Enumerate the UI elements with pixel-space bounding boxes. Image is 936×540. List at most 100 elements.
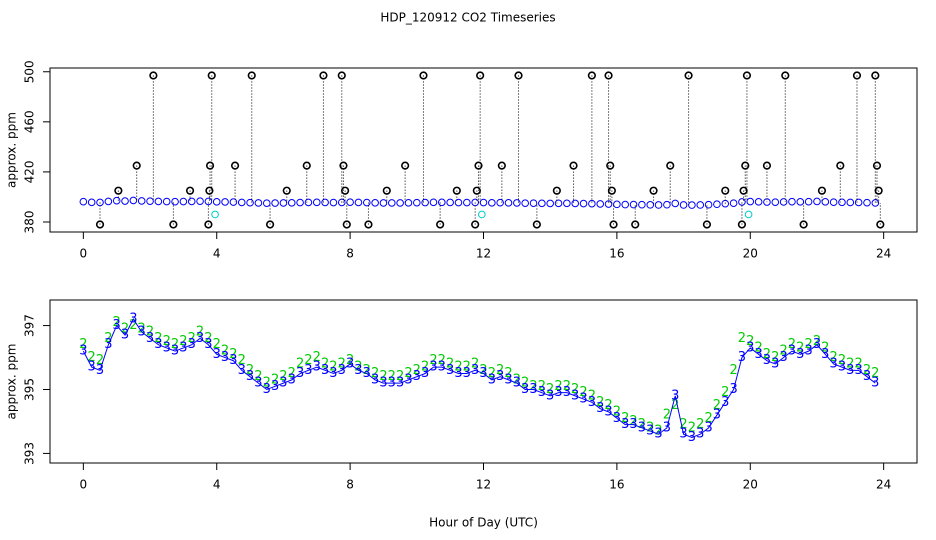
point [436,220,445,229]
point [496,198,504,207]
point-symbol: 2 [438,353,446,368]
point-symbol: 2 [288,366,296,381]
point-symbol: 3 [363,366,371,381]
point [679,201,688,209]
y-tick-label: 393 [23,442,37,465]
point-symbol: 3 [704,420,712,435]
point [95,220,105,229]
point-symbol: 3 [388,376,396,391]
point [563,199,571,208]
point [304,198,313,207]
point [476,71,485,80]
point-symbol: 3 [271,379,279,394]
point-symbol: 2 [338,356,346,371]
point [646,201,655,209]
point [237,198,246,207]
point-symbol: 3 [221,350,229,365]
point-symbol: 3 [838,360,846,375]
point [629,200,638,209]
x-tick-label: 8 [346,247,354,261]
x-tick-label: 20 [743,478,758,492]
point [262,199,271,208]
point-symbol: 2 [504,366,512,381]
point [474,161,483,170]
point-symbol: 2 [596,395,604,410]
point-symbol: 3 [446,363,454,378]
point-symbol: 3 [663,420,671,435]
point [296,198,304,207]
point [282,186,291,195]
point [396,199,404,207]
point-symbol: 3 [171,344,179,359]
point [649,186,658,195]
point-symbol: 2 [421,360,429,375]
point-symbol: 2 [396,369,404,384]
point [654,201,663,209]
point [379,199,388,207]
point-symbol: 2 [163,334,171,349]
y-tick-label: 397 [23,314,37,337]
point-symbol: 2 [838,353,846,368]
x-tick-label: 8 [346,478,354,492]
point-symbol: 2 [171,337,179,352]
point-symbol: 3 [88,360,96,375]
point [721,186,730,195]
x-tick-label: 24 [876,478,891,492]
point [341,186,350,195]
point-symbol: 3 [96,363,104,378]
point [362,198,371,207]
point-symbol: 2 [354,360,362,375]
point-symbol: 2 [529,379,537,394]
point-symbol: 2 [404,366,412,381]
point-symbol: 3 [696,427,704,442]
point-symbol: 3 [154,337,162,352]
point [179,197,188,206]
point [742,71,752,80]
point-symbol: 3 [429,360,437,375]
point-symbol: 2 [654,424,662,439]
point [854,198,863,207]
point-symbol: 2 [563,379,571,394]
point [513,199,521,207]
x-tick-label: 12 [476,478,491,492]
point-symbol: 2 [279,369,287,384]
point [804,197,813,206]
point-symbol: 2 [263,376,271,391]
point-symbol: 2 [188,331,196,346]
point-symbol: 2 [571,382,579,397]
point-symbol: 2 [413,363,421,378]
point [207,71,216,80]
point [744,210,753,219]
point-symbol: 2 [754,340,762,355]
point-symbol: 3 [304,363,312,378]
point-symbol: 3 [404,372,412,387]
point-symbol: 3 [529,382,537,397]
point-symbol: 3 [254,376,262,391]
point-symbol: 2 [271,372,279,387]
point [796,198,805,206]
point [604,200,613,208]
point-symbol: 2 [388,369,396,384]
plot-frame [49,299,918,464]
point-symbol: 3 [329,366,337,381]
point-symbol: 3 [788,344,796,359]
point [488,199,496,207]
point-symbol: 2 [779,344,787,359]
point [329,198,338,207]
point [688,201,696,209]
point [364,220,373,229]
y-axis-label: approx. ppm [5,344,19,420]
point [212,198,221,206]
point [429,198,438,207]
point-symbol: 3 [488,372,496,387]
point-symbol: 3 [638,420,646,435]
point [704,200,713,209]
point-symbol: 3 [738,350,746,365]
point [829,198,838,207]
point [546,199,554,208]
point-symbol: 3 [713,408,721,423]
point-symbol: 3 [613,411,621,426]
point-symbol: 2 [429,353,437,368]
point [146,197,154,206]
point [504,199,513,207]
